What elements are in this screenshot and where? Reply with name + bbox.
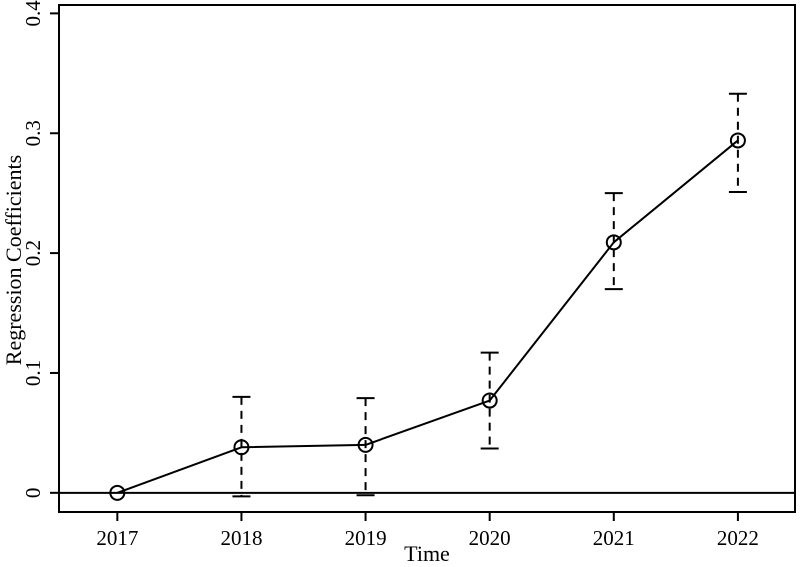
data-point: [357, 436, 374, 453]
y-tick-label: 0.4: [21, 0, 45, 27]
x-tick-label: 2018: [220, 526, 262, 550]
y-tick-label: 0.3: [21, 120, 45, 146]
data-point: [729, 132, 746, 149]
x-tick-label: 2020: [469, 526, 511, 550]
series-line: [116, 139, 739, 494]
x-tick-label: 2022: [717, 526, 759, 550]
x-tick-label: 2019: [345, 526, 387, 550]
data-point: [605, 234, 622, 251]
data-point: [233, 439, 250, 456]
x-tick-label: 2021: [593, 526, 635, 550]
data-point: [109, 484, 126, 501]
y-tick-label: 0.1: [21, 360, 45, 386]
x-tick-label: 2017: [96, 526, 138, 550]
y-tick-label: 0: [21, 488, 45, 499]
data-point: [481, 392, 498, 409]
y-tick-label: 0.2: [21, 240, 45, 266]
plot-border: [58, 4, 796, 513]
